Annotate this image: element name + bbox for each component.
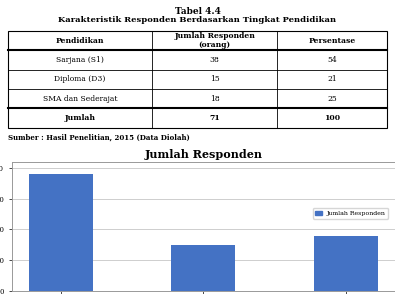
Title: Jumlah Responden: Jumlah Responden <box>145 148 262 160</box>
Text: Pendidikan: Pendidikan <box>56 36 104 45</box>
Text: Sarjana (S1): Sarjana (S1) <box>56 56 104 64</box>
Text: Jumlah Responden
(orang): Jumlah Responden (orang) <box>174 32 255 49</box>
Text: 15: 15 <box>210 75 220 83</box>
Bar <box>171 245 235 291</box>
Text: 21: 21 <box>327 75 337 83</box>
Bar <box>8 31 387 128</box>
Text: 25: 25 <box>327 95 337 103</box>
Bar <box>314 235 378 291</box>
Text: 71: 71 <box>209 114 220 122</box>
Text: Karakteristik Responden Berdasarkan Tingkat Pendidikan: Karakteristik Responden Berdasarkan Ting… <box>58 16 337 24</box>
Text: Sumber : Hasil Penelitian, 2015 (Data Diolah): Sumber : Hasil Penelitian, 2015 (Data Di… <box>8 134 190 142</box>
Text: Persentase: Persentase <box>308 36 356 45</box>
Text: 38: 38 <box>210 56 220 64</box>
Text: Tabel 4.4: Tabel 4.4 <box>175 7 220 16</box>
Text: 100: 100 <box>324 114 340 122</box>
Bar <box>29 174 93 291</box>
Legend: Jumlah Responden: Jumlah Responden <box>313 208 388 219</box>
Text: SMA dan Sederajat: SMA dan Sederajat <box>43 95 117 103</box>
Text: Diploma (D3): Diploma (D3) <box>54 75 105 83</box>
Text: 18: 18 <box>210 95 220 103</box>
Text: Jumlah: Jumlah <box>64 114 96 122</box>
Text: 54: 54 <box>327 56 337 64</box>
